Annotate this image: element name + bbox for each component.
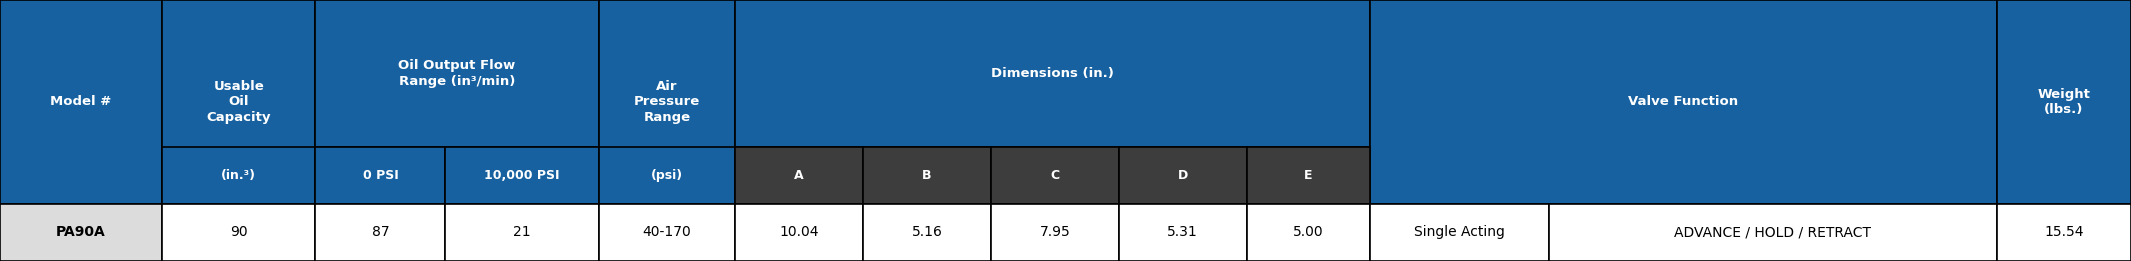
Text: 0 PSI: 0 PSI xyxy=(362,169,398,182)
Bar xyxy=(445,204,599,261)
Text: 40-170: 40-170 xyxy=(644,225,690,239)
Text: 10,000 PSI: 10,000 PSI xyxy=(484,169,560,182)
Bar xyxy=(162,0,315,204)
Bar xyxy=(1119,147,1247,204)
Text: Air
Pressure
Range: Air Pressure Range xyxy=(633,80,701,124)
Text: 7.95: 7.95 xyxy=(1040,225,1070,239)
Bar xyxy=(1247,147,1370,204)
Text: PA90A: PA90A xyxy=(55,225,107,239)
Bar xyxy=(991,204,1119,261)
Bar xyxy=(0,204,162,261)
Text: Usable
Oil
Capacity: Usable Oil Capacity xyxy=(207,80,271,124)
Bar xyxy=(863,204,991,261)
Text: D: D xyxy=(1178,169,1187,182)
Text: B: B xyxy=(923,169,931,182)
Bar xyxy=(315,0,599,147)
Bar xyxy=(735,147,863,204)
Bar xyxy=(599,204,735,261)
Text: Dimensions (in.): Dimensions (in.) xyxy=(991,67,1115,80)
Text: Model #: Model # xyxy=(51,95,111,108)
Bar xyxy=(1247,204,1370,261)
Bar xyxy=(0,0,162,204)
Bar xyxy=(162,204,315,261)
Bar xyxy=(599,0,735,204)
Bar xyxy=(991,147,1119,204)
Bar xyxy=(315,204,445,261)
Text: 5.31: 5.31 xyxy=(1168,225,1198,239)
Text: 15.54: 15.54 xyxy=(2044,225,2084,239)
Text: (in.³): (in.³) xyxy=(222,169,256,182)
Bar xyxy=(1119,204,1247,261)
Text: 5.00: 5.00 xyxy=(1294,225,1323,239)
Bar xyxy=(162,147,315,204)
Text: Single Acting: Single Acting xyxy=(1415,225,1504,239)
Text: ADVANCE / HOLD / RETRACT: ADVANCE / HOLD / RETRACT xyxy=(1675,225,1871,239)
Bar xyxy=(445,147,599,204)
Text: 87: 87 xyxy=(371,225,390,239)
Bar xyxy=(735,204,863,261)
Text: 5.16: 5.16 xyxy=(912,225,942,239)
Bar xyxy=(315,147,445,204)
Text: E: E xyxy=(1304,169,1313,182)
Bar xyxy=(863,147,991,204)
Bar xyxy=(735,0,1370,147)
Bar xyxy=(1370,204,1549,261)
Bar xyxy=(1370,0,1997,204)
Bar xyxy=(1997,204,2131,261)
Text: 90: 90 xyxy=(230,225,247,239)
Bar xyxy=(1549,204,1997,261)
Bar xyxy=(1997,0,2131,204)
Text: C: C xyxy=(1051,169,1059,182)
Text: 10.04: 10.04 xyxy=(780,225,818,239)
Text: A: A xyxy=(795,169,803,182)
Bar xyxy=(599,147,735,204)
Text: Weight
(lbs.): Weight (lbs.) xyxy=(2037,87,2091,116)
Text: Oil Output Flow
Range (in³/min): Oil Output Flow Range (in³/min) xyxy=(398,60,516,88)
Text: 21: 21 xyxy=(514,225,531,239)
Text: (psi): (psi) xyxy=(650,169,684,182)
Text: Valve Function: Valve Function xyxy=(1628,95,1739,108)
